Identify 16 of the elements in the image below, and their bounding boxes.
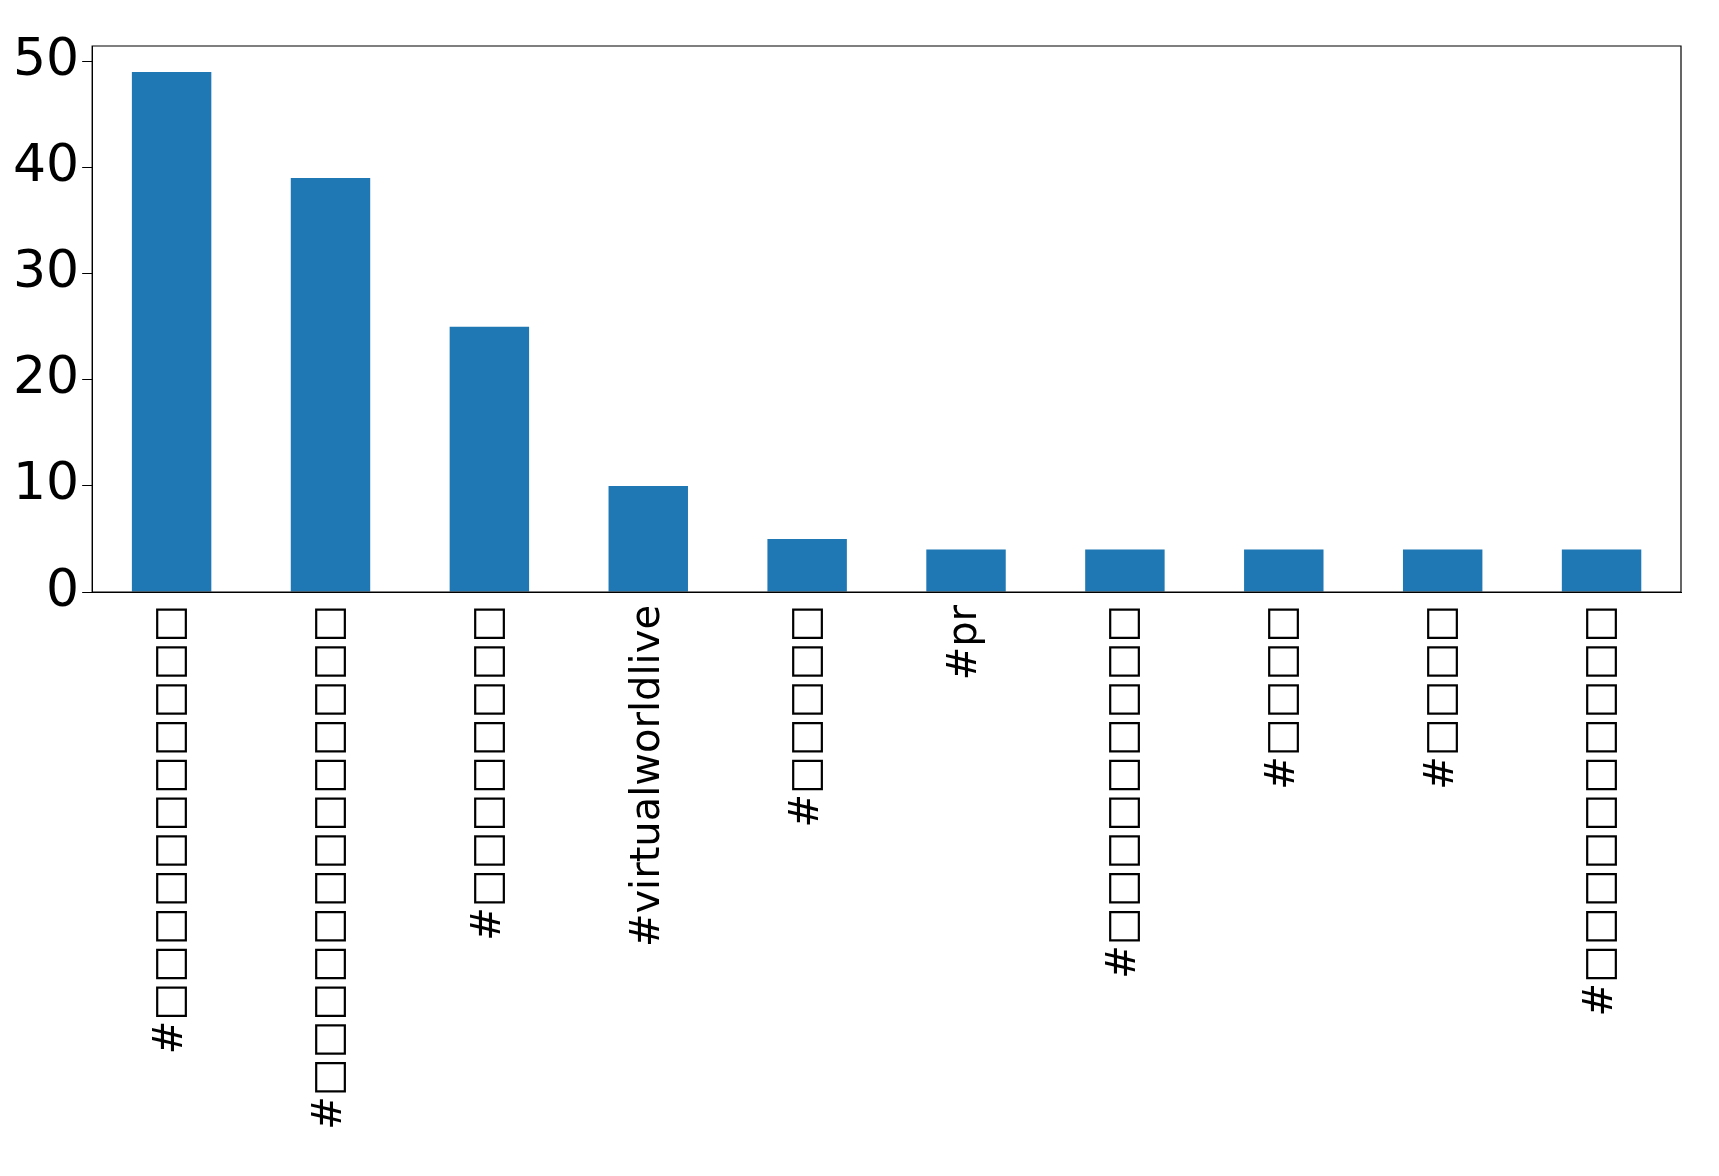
y-tick-label: 40 (13, 133, 80, 194)
x-tick-label: #□□□□□□□□□□□ (145, 605, 191, 1055)
y-tick-label: 50 (13, 26, 80, 87)
x-tick-label: #□□□□□□□□□□ (1574, 605, 1621, 1017)
x-tick-label: #□□□□□□□□□□□□□ (303, 605, 350, 1130)
y-tick-label: 10 (13, 451, 80, 512)
x-tick-label: #□□□□ (1257, 605, 1304, 790)
x-tick-label: #virtualworldlive (621, 605, 668, 948)
y-tick-label: 20 (13, 345, 80, 406)
y-tick-label: 0 (46, 557, 80, 618)
x-tick-label: #□□□□□□□□□ (1098, 605, 1145, 979)
y-tick-label: 30 (13, 239, 80, 300)
x-tick-label: #pr (939, 604, 986, 681)
x-tick-label: #□□□□□□□□ (462, 605, 509, 941)
x-tick-label: #□□□□□ (780, 605, 827, 828)
x-tick-label: #□□□□ (1416, 605, 1463, 790)
